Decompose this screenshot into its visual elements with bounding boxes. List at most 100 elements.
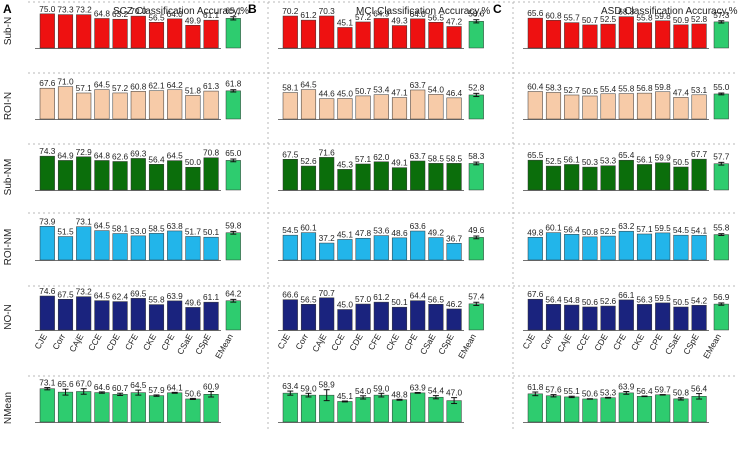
bar [76, 226, 92, 261]
bar [373, 394, 389, 423]
value-label: 45.1 [337, 391, 354, 401]
mean-value-label: 65.1 [225, 6, 242, 16]
value-label: 64.6 [94, 382, 111, 392]
value-label: 63.4 [282, 381, 299, 391]
bar [391, 306, 408, 331]
x-tick-label: CCE [86, 332, 104, 353]
value-label: 52.6 [600, 296, 617, 306]
mean-bar [713, 93, 729, 120]
bar [355, 237, 371, 261]
bar [428, 94, 444, 120]
value-label: 73.1 [76, 217, 93, 227]
mean-value-label: 65.0 [225, 148, 242, 158]
bar [94, 230, 110, 261]
value-label: 57.1 [355, 154, 372, 164]
value-label: 56.4 [636, 386, 653, 396]
bar [564, 164, 580, 191]
chart-row: 67.6 71.057.1 64.5 57.2 60.8 62.1 64.251.8 61.3… [35, 77, 242, 120]
mean-bar [225, 160, 241, 191]
mean-value-label: 49.6 [468, 225, 485, 235]
bar [57, 86, 74, 120]
mean-value-label: 57.3 [713, 10, 730, 20]
x-tick-label: CPE [647, 332, 665, 352]
bar [94, 18, 110, 49]
value-label: 63.9 [618, 382, 635, 392]
mean-value-label: 57.7 [713, 151, 730, 161]
value-label: 61.1 [203, 10, 220, 20]
x-tick-label: CAjE [67, 332, 86, 354]
mean-value-label: 57.4 [468, 291, 485, 301]
value-label: 55.4 [600, 84, 617, 94]
chart-row: 73.1 65.6 67.0 64.6 60.7 64.5 57.9 64.150.660.9 [35, 378, 221, 423]
bar [545, 395, 562, 423]
bar [185, 398, 201, 423]
bar [319, 297, 335, 331]
bar [527, 91, 543, 120]
bar [148, 90, 165, 120]
value-label: 73.1 [39, 378, 56, 388]
value-label: 73.3 [57, 5, 74, 15]
value-label: 67.0 [76, 379, 93, 389]
bar [582, 306, 598, 331]
value-label: 57.1 [636, 224, 653, 234]
value-label: 46.4 [446, 88, 463, 98]
value-label: 62.4 [112, 292, 129, 302]
value-label: 67.5 [282, 149, 299, 159]
bar [655, 302, 671, 331]
bar [112, 92, 128, 120]
bar [428, 237, 444, 261]
mean-bar [713, 303, 729, 331]
bar [636, 164, 653, 191]
value-label: 71.0 [57, 77, 74, 87]
bar [167, 160, 183, 191]
bar [391, 167, 408, 191]
row-label: Sub-N [3, 17, 14, 45]
value-label: 60.7 [112, 383, 129, 393]
bar [373, 161, 389, 191]
bar [373, 94, 389, 120]
bar [300, 19, 317, 49]
mean-value-label: 64.2 [225, 288, 242, 298]
bar [600, 235, 616, 261]
bar [636, 304, 653, 331]
panel-a: A SCZ Classification Accuracy,%75.0 73.3 73… [3, 2, 249, 423]
bar [300, 89, 317, 120]
value-label: 67.6 [527, 289, 544, 299]
panel-c: C ASD Classification Accuracy,%65.6 60.8 55… [493, 2, 738, 423]
chart-row: 58.1 64.544.6 45.0 50.7 53.4 47.163.7 54.0 46.4… [278, 80, 485, 120]
bar [428, 304, 444, 331]
bar [600, 165, 616, 191]
row-label: ROI-N [3, 92, 14, 120]
value-label: 60.8 [545, 10, 562, 20]
bar [655, 394, 671, 423]
bar [527, 159, 543, 191]
value-label: 57.1 [76, 83, 93, 93]
bar [691, 94, 707, 120]
value-label: 63.7 [410, 80, 427, 90]
mean-bar [713, 234, 729, 261]
bar [636, 396, 653, 423]
value-label: 64.0 [410, 9, 427, 19]
bar [94, 89, 110, 120]
value-label: 66.6 [282, 290, 299, 300]
bar [600, 397, 616, 423]
bar [337, 169, 353, 191]
value-label: 61.2 [300, 10, 317, 20]
mean-value-label: 58.6 [468, 9, 485, 19]
bar [545, 92, 562, 120]
bar [148, 233, 165, 261]
bar [319, 157, 335, 191]
value-label: 73.2 [76, 5, 93, 15]
value-label: 49.2 [428, 228, 445, 238]
value-label: 50.5 [673, 157, 690, 167]
mean-bar [225, 300, 241, 331]
bar [112, 394, 128, 423]
value-label: 74.6 [39, 286, 56, 296]
value-label: 50.8 [673, 388, 690, 398]
bar [564, 304, 580, 331]
bar [691, 23, 707, 49]
bar [391, 399, 408, 423]
bar [410, 18, 426, 49]
value-label: 45.1 [337, 17, 354, 27]
bar [167, 300, 183, 331]
